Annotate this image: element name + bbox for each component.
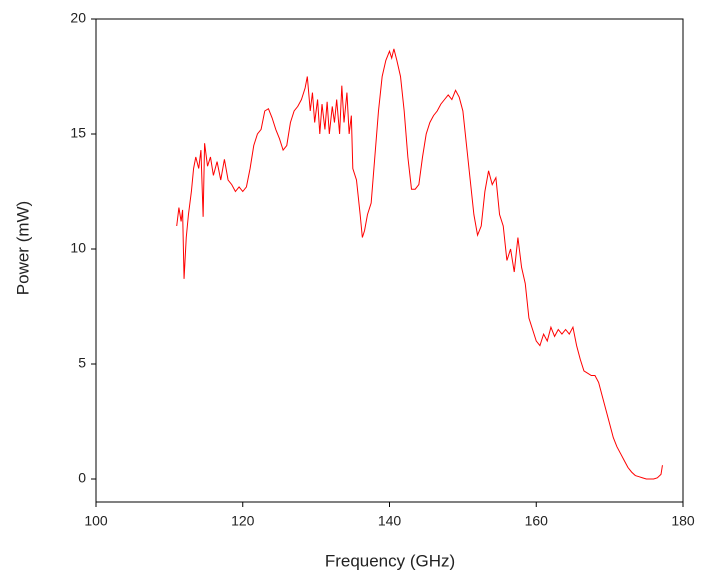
y-tick-label: 5 xyxy=(78,355,86,371)
x-tick-label: 180 xyxy=(671,513,695,529)
y-tick-label: 20 xyxy=(70,10,86,26)
x-tick-label: 120 xyxy=(231,513,255,529)
data-line xyxy=(176,48,663,480)
y-axis-label: Power (mW) xyxy=(13,201,32,295)
y-tick-label: 10 xyxy=(70,240,86,256)
y-tick-label: 15 xyxy=(70,125,86,141)
x-tick-label: 100 xyxy=(84,513,108,529)
x-axis-label: Frequency (GHz) xyxy=(325,551,455,570)
y-tick-label: 0 xyxy=(78,470,86,486)
x-tick-label: 140 xyxy=(378,513,402,529)
x-tick-label: 160 xyxy=(525,513,549,529)
